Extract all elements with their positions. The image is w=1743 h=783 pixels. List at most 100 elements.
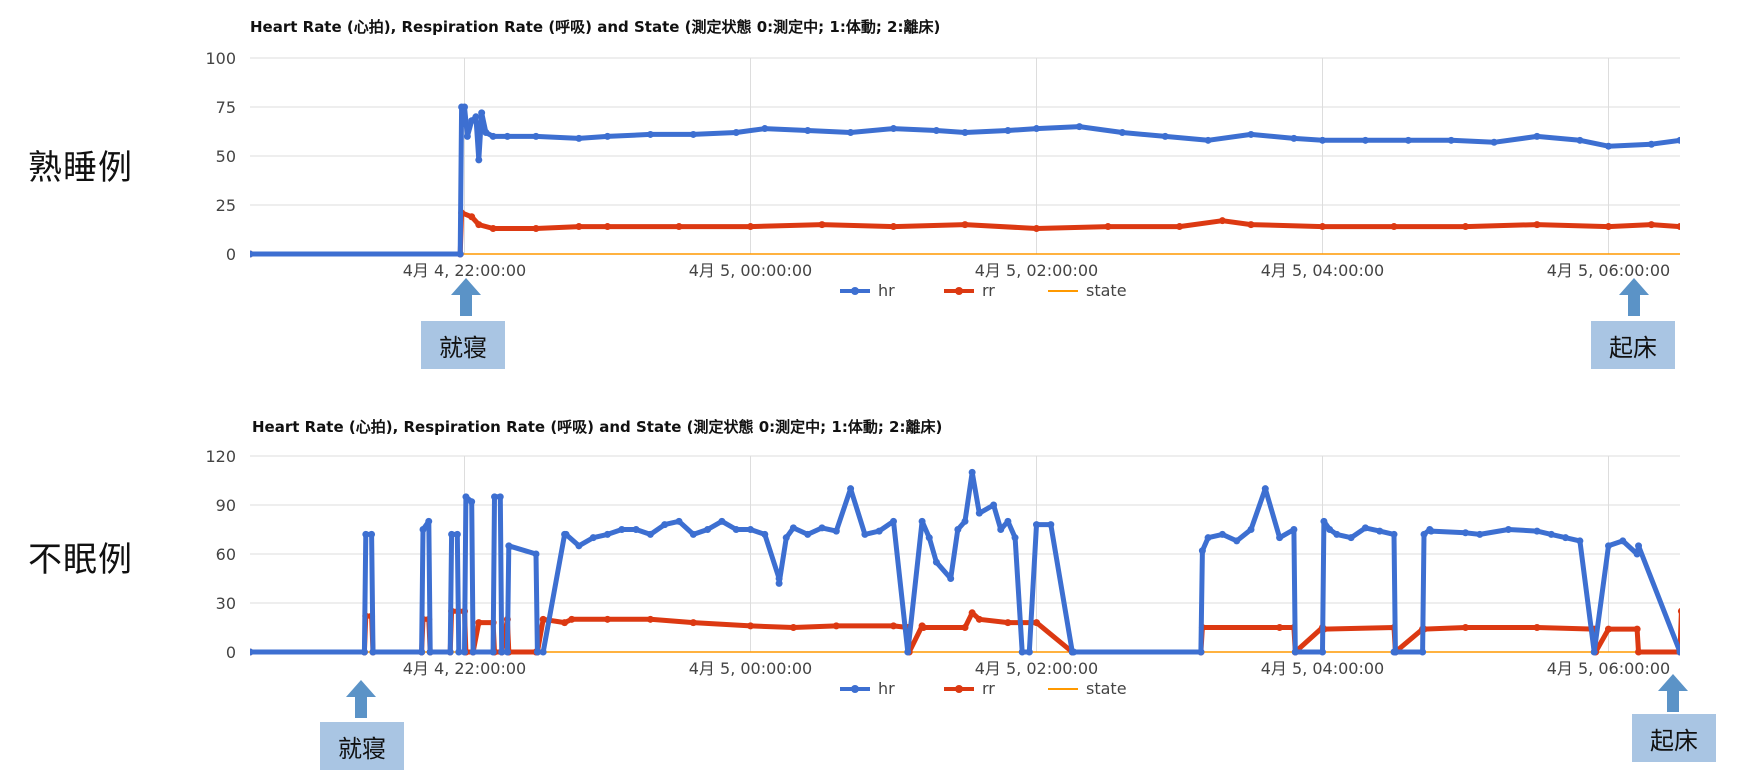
side-label: 熟睡例 bbox=[28, 148, 133, 188]
data-point-hr bbox=[1705, 251, 1712, 258]
data-point-hr bbox=[1204, 534, 1212, 542]
data-point-rr bbox=[1033, 619, 1040, 627]
line-chart: 0 30 60 90 120 4月 4, 22:00:00 4月 5, 00:00:00 4月… bbox=[205, 447, 1742, 698]
legend-label: hr bbox=[878, 281, 895, 300]
data-point-hr bbox=[532, 132, 540, 140]
data-point-rr bbox=[1677, 607, 1680, 615]
line-chart: 0 25 50 75 100 4月 4, 22:00:00 4月 5, 00:00:00 4月… bbox=[205, 49, 1712, 300]
data-point-hr bbox=[1633, 550, 1641, 558]
data-point-hr bbox=[1247, 526, 1255, 533]
data-point-hr bbox=[1075, 123, 1083, 131]
data-point-hr bbox=[491, 493, 499, 501]
data-point-hr bbox=[789, 524, 797, 532]
legend-label: hr bbox=[878, 679, 895, 698]
data-point-hr bbox=[1070, 648, 1078, 656]
data-point-hr bbox=[1333, 530, 1341, 538]
data-point-hr bbox=[847, 128, 855, 136]
data-point-hr bbox=[775, 579, 783, 587]
data-point-hr bbox=[1719, 649, 1726, 656]
data-point-hr bbox=[604, 530, 611, 538]
data-point-rr bbox=[1104, 223, 1112, 231]
data-point-hr bbox=[1161, 132, 1169, 140]
data-point-rr bbox=[961, 221, 969, 229]
data-point-hr bbox=[646, 530, 654, 538]
data-point-hr bbox=[1420, 530, 1428, 538]
x-tick-label: 4月 5, 04:00:00 bbox=[1261, 261, 1384, 280]
data-point-hr bbox=[1635, 542, 1643, 550]
y-tick-label: 75 bbox=[216, 98, 236, 117]
data-point-hr bbox=[646, 130, 654, 138]
data-point-hr bbox=[947, 575, 955, 582]
data-point-hr bbox=[1547, 530, 1555, 538]
data-point-hr bbox=[1698, 129, 1705, 136]
data-point-hr bbox=[1533, 527, 1541, 535]
data-point-hr bbox=[1735, 547, 1742, 554]
data-point-rr bbox=[646, 615, 654, 623]
wakeup-callout: 起床 bbox=[1632, 714, 1716, 762]
data-point-hr bbox=[961, 128, 969, 136]
data-point-hr bbox=[875, 527, 883, 535]
data-point-rr bbox=[1390, 223, 1398, 231]
data-point-rr bbox=[1319, 223, 1326, 231]
data-point-hr bbox=[804, 127, 812, 135]
data-point-hr bbox=[1404, 136, 1412, 144]
data-point-hr bbox=[475, 156, 483, 164]
wakeup-callout: 起床 bbox=[1591, 321, 1675, 369]
legend-marker bbox=[851, 287, 859, 295]
data-point-hr bbox=[461, 648, 468, 656]
data-point-hr bbox=[1605, 142, 1612, 150]
data-point-hr bbox=[1118, 128, 1126, 136]
data-point-hr bbox=[575, 134, 583, 142]
data-point-hr bbox=[1291, 648, 1299, 656]
data-point-rr bbox=[832, 622, 840, 630]
data-point-rr bbox=[475, 221, 483, 229]
data-point-hr bbox=[1326, 526, 1334, 533]
y-tick-label: 50 bbox=[216, 147, 236, 166]
data-point-hr bbox=[1276, 534, 1284, 542]
data-point-hr bbox=[689, 130, 697, 138]
data-point-hr bbox=[904, 648, 912, 656]
data-point-hr bbox=[419, 526, 427, 533]
bedtime-callout: 就寝 bbox=[320, 722, 404, 770]
data-point-hr bbox=[425, 517, 433, 525]
data-point-hr bbox=[925, 534, 933, 542]
data-point-hr bbox=[478, 109, 486, 117]
x-tick-label: 4月 5, 00:00:00 bbox=[689, 261, 812, 280]
data-point-rr bbox=[1719, 649, 1726, 656]
data-point-hr bbox=[505, 542, 513, 550]
data-point-hr bbox=[498, 648, 506, 656]
data-point-rr bbox=[747, 622, 754, 630]
chart-panel-deep-sleep: 熟睡例 Heart Rate (心拍), Respiration Rate (呼… bbox=[0, 0, 1743, 390]
data-point-hr bbox=[532, 550, 540, 558]
data-point-hr bbox=[1691, 141, 1698, 148]
y-tick-label: 0 bbox=[226, 643, 236, 662]
data-point-rr bbox=[968, 609, 976, 617]
data-point-rr bbox=[818, 221, 826, 229]
data-point-hr bbox=[1018, 648, 1026, 656]
data-point-hr bbox=[732, 526, 740, 533]
data-point-hr bbox=[661, 521, 669, 529]
legend-marker bbox=[955, 287, 963, 295]
data-point-hr bbox=[468, 498, 476, 506]
data-point-hr bbox=[489, 132, 497, 140]
arrow-up-icon bbox=[1619, 278, 1649, 316]
data-point-hr bbox=[1004, 517, 1012, 525]
data-point-hr bbox=[496, 493, 504, 501]
data-point-hr bbox=[1025, 648, 1033, 656]
y-tick-label: 100 bbox=[205, 49, 236, 68]
x-tick-label: 4月 4, 22:00:00 bbox=[403, 659, 526, 678]
data-point-hr bbox=[1533, 132, 1541, 140]
data-point-rr bbox=[1247, 221, 1255, 229]
y-tick-label: 90 bbox=[216, 496, 236, 515]
data-point-hr bbox=[604, 132, 611, 140]
data-point-hr bbox=[832, 527, 840, 535]
data-point-hr bbox=[1447, 136, 1455, 144]
data-point-rr bbox=[1533, 221, 1541, 229]
side-label: 不眠例 bbox=[28, 540, 133, 580]
y-tick-label: 0 bbox=[226, 245, 236, 264]
data-point-rr bbox=[1707, 649, 1714, 656]
arrow-up-icon bbox=[451, 278, 481, 316]
data-point-rr bbox=[747, 223, 754, 231]
chart-title: Heart Rate (心拍), Respiration Rate (呼吸) a… bbox=[250, 18, 941, 36]
data-point-hr bbox=[448, 530, 456, 538]
